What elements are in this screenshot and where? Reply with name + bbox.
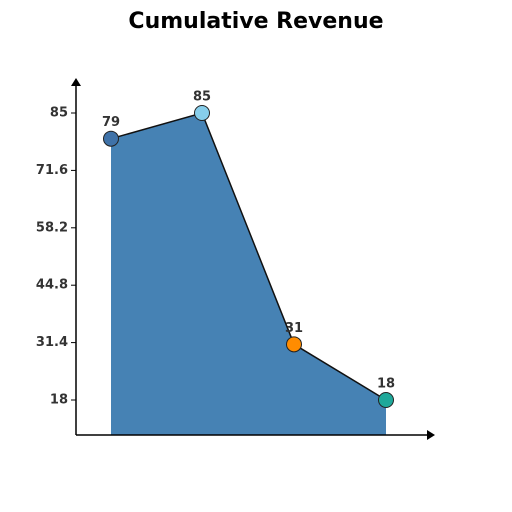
y-tick-label: 58.2 [36, 220, 68, 235]
line [110, 112, 387, 401]
chart-title: Cumulative Revenue [128, 9, 383, 34]
y-tick-label: 31.4 [36, 335, 68, 350]
y-tick-label: 18 [50, 393, 68, 408]
area-fill [111, 112, 386, 435]
y-tick-label: 44.8 [36, 278, 68, 293]
data-label: 18 [377, 377, 395, 392]
point [378, 392, 394, 409]
point [286, 336, 302, 353]
y-tick-label: 85 [50, 105, 68, 120]
point [103, 130, 119, 147]
x-axis-arrow [427, 430, 435, 440]
data-label: 31 [285, 321, 303, 336]
y-axis-arrow [71, 78, 81, 86]
y-tick-label: 71.6 [36, 163, 68, 178]
data-label: 85 [193, 89, 211, 104]
data-label: 79 [102, 115, 120, 130]
point [194, 104, 210, 121]
